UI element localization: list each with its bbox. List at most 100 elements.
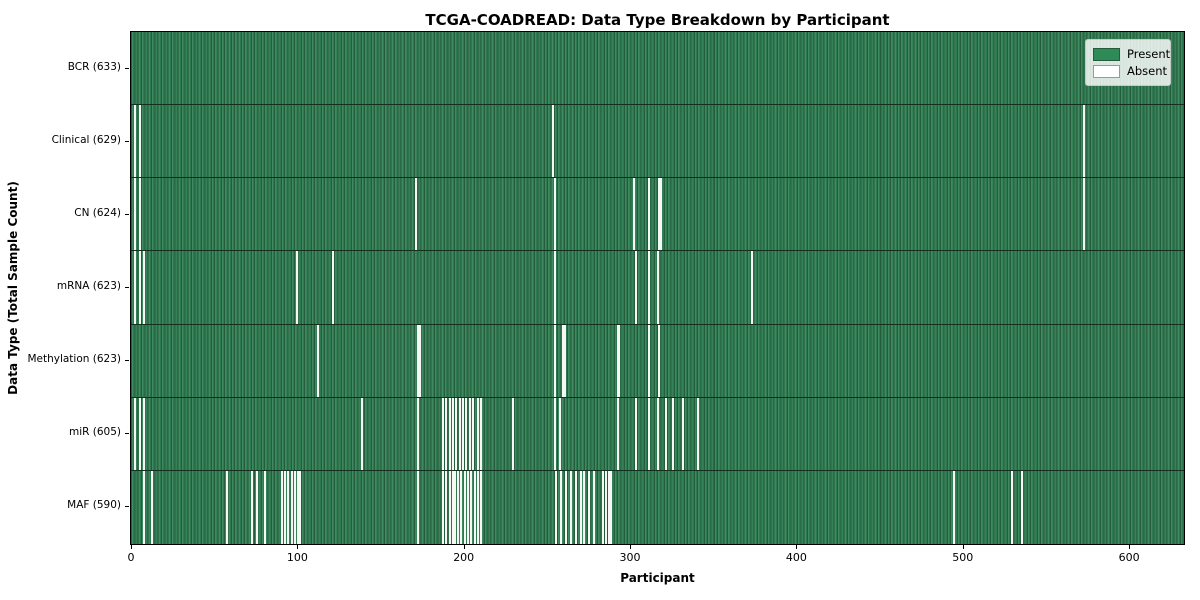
chart-title: TCGA-COADREAD: Data Type Breakdown by Pa… — [425, 11, 890, 29]
absent-stripe — [442, 397, 445, 470]
absent-stripe — [593, 470, 596, 544]
heatmap-row-mrna — [131, 251, 1184, 325]
absent-stripe — [139, 178, 142, 251]
absent-stripe — [453, 470, 456, 544]
absent-stripe — [467, 470, 470, 544]
absent-stripe — [605, 470, 608, 544]
absent-stripe — [299, 470, 301, 544]
absent-stripe — [457, 470, 460, 544]
y-tick-label-methylation: Methylation (623) — [27, 353, 121, 366]
absent-stripe — [139, 105, 142, 178]
absent-stripe — [1020, 470, 1023, 544]
legend-item-absent: Absent — [1093, 64, 1167, 78]
y-tick-label-maf: MAF (590) — [67, 499, 121, 512]
absent-stripe — [565, 470, 568, 544]
legend-swatch-present — [1093, 47, 1120, 61]
absent-stripe — [332, 251, 335, 324]
absent-stripe — [460, 470, 463, 544]
y-tick-mark — [125, 67, 129, 69]
absent-stripe — [1010, 470, 1013, 544]
x-tick-label-400: 400 — [785, 551, 807, 564]
x-tick-label-300: 300 — [619, 551, 641, 564]
absent-stripe — [452, 470, 455, 544]
y-tick-label-bcr: BCR (633) — [67, 60, 121, 73]
absent-stripe — [553, 397, 556, 470]
legend-item-present: Present — [1093, 47, 1170, 61]
absent-stripe — [417, 324, 420, 397]
y-tick-mark — [125, 433, 129, 435]
legend-swatch-absent — [1093, 64, 1120, 78]
absent-stripe — [134, 397, 137, 470]
x-tick-label-0: 0 — [127, 551, 135, 564]
absent-stripe — [616, 324, 619, 397]
heatmap-row-maf — [131, 470, 1184, 544]
absent-stripe — [696, 397, 699, 470]
absent-stripe — [635, 251, 638, 324]
absent-stripe — [659, 178, 662, 251]
absent-stripe — [280, 470, 283, 544]
absent-stripe — [264, 470, 267, 544]
absent-stripe — [553, 324, 556, 397]
absent-stripe — [458, 397, 461, 470]
absent-stripe — [417, 397, 420, 470]
absent-stripe — [616, 397, 619, 470]
y-tick-mark — [125, 360, 129, 362]
absent-stripe — [455, 397, 458, 470]
absent-stripe — [1082, 105, 1085, 178]
x-tick-mark — [630, 545, 632, 549]
absent-stripe — [656, 251, 659, 324]
absent-stripe — [681, 397, 684, 470]
x-tick-mark — [1129, 545, 1131, 549]
absent-stripe — [610, 470, 613, 544]
absent-stripe — [463, 470, 466, 544]
absent-stripe — [445, 470, 448, 544]
heatmap-row-methylation — [131, 324, 1184, 398]
absent-stripe — [139, 251, 142, 324]
y-tick-mark — [125, 506, 129, 508]
absent-stripe — [648, 251, 651, 324]
absent-stripe — [477, 397, 479, 470]
y-tick-mark — [125, 213, 129, 215]
absent-stripe — [671, 397, 674, 470]
legend-label: Absent — [1127, 64, 1168, 78]
absent-stripe — [142, 397, 145, 470]
absent-stripe — [551, 105, 554, 178]
absent-stripe — [601, 470, 604, 544]
absent-stripe — [150, 470, 153, 544]
x-tick-label-100: 100 — [286, 551, 308, 564]
x-tick-mark — [131, 545, 132, 549]
legend: Present Absent — [1085, 39, 1171, 86]
absent-stripe — [255, 470, 258, 544]
absent-stripe — [470, 470, 473, 544]
absent-stripe — [284, 470, 287, 544]
y-tick-mark — [125, 287, 129, 288]
absent-stripe — [648, 324, 651, 397]
absent-stripe — [295, 251, 298, 324]
legend-label: Present — [1127, 47, 1171, 61]
absent-stripe — [142, 251, 145, 324]
absent-stripe — [553, 251, 556, 324]
x-tick-mark — [962, 545, 964, 549]
absent-stripe — [656, 397, 659, 470]
absent-stripe — [952, 470, 955, 544]
y-tick-label-cn: CN (624) — [74, 206, 121, 219]
absent-stripe — [250, 470, 253, 544]
absent-stripe — [134, 105, 137, 178]
absent-stripe — [635, 397, 638, 470]
heatmap-row-bcr — [131, 32, 1184, 106]
absent-stripe — [134, 251, 137, 324]
absent-stripe — [417, 470, 420, 544]
absent-stripe — [442, 470, 445, 544]
absent-stripe — [472, 397, 475, 470]
absent-stripe — [360, 397, 363, 470]
absent-stripe — [648, 397, 651, 470]
absent-stripe — [448, 397, 451, 470]
absent-stripe — [618, 324, 621, 397]
absent-stripe — [480, 397, 483, 470]
heatmap-row-mir — [131, 397, 1184, 471]
absent-stripe — [608, 470, 611, 544]
absent-stripe — [465, 397, 468, 470]
absent-stripe — [575, 470, 578, 544]
absent-stripe — [287, 470, 290, 544]
